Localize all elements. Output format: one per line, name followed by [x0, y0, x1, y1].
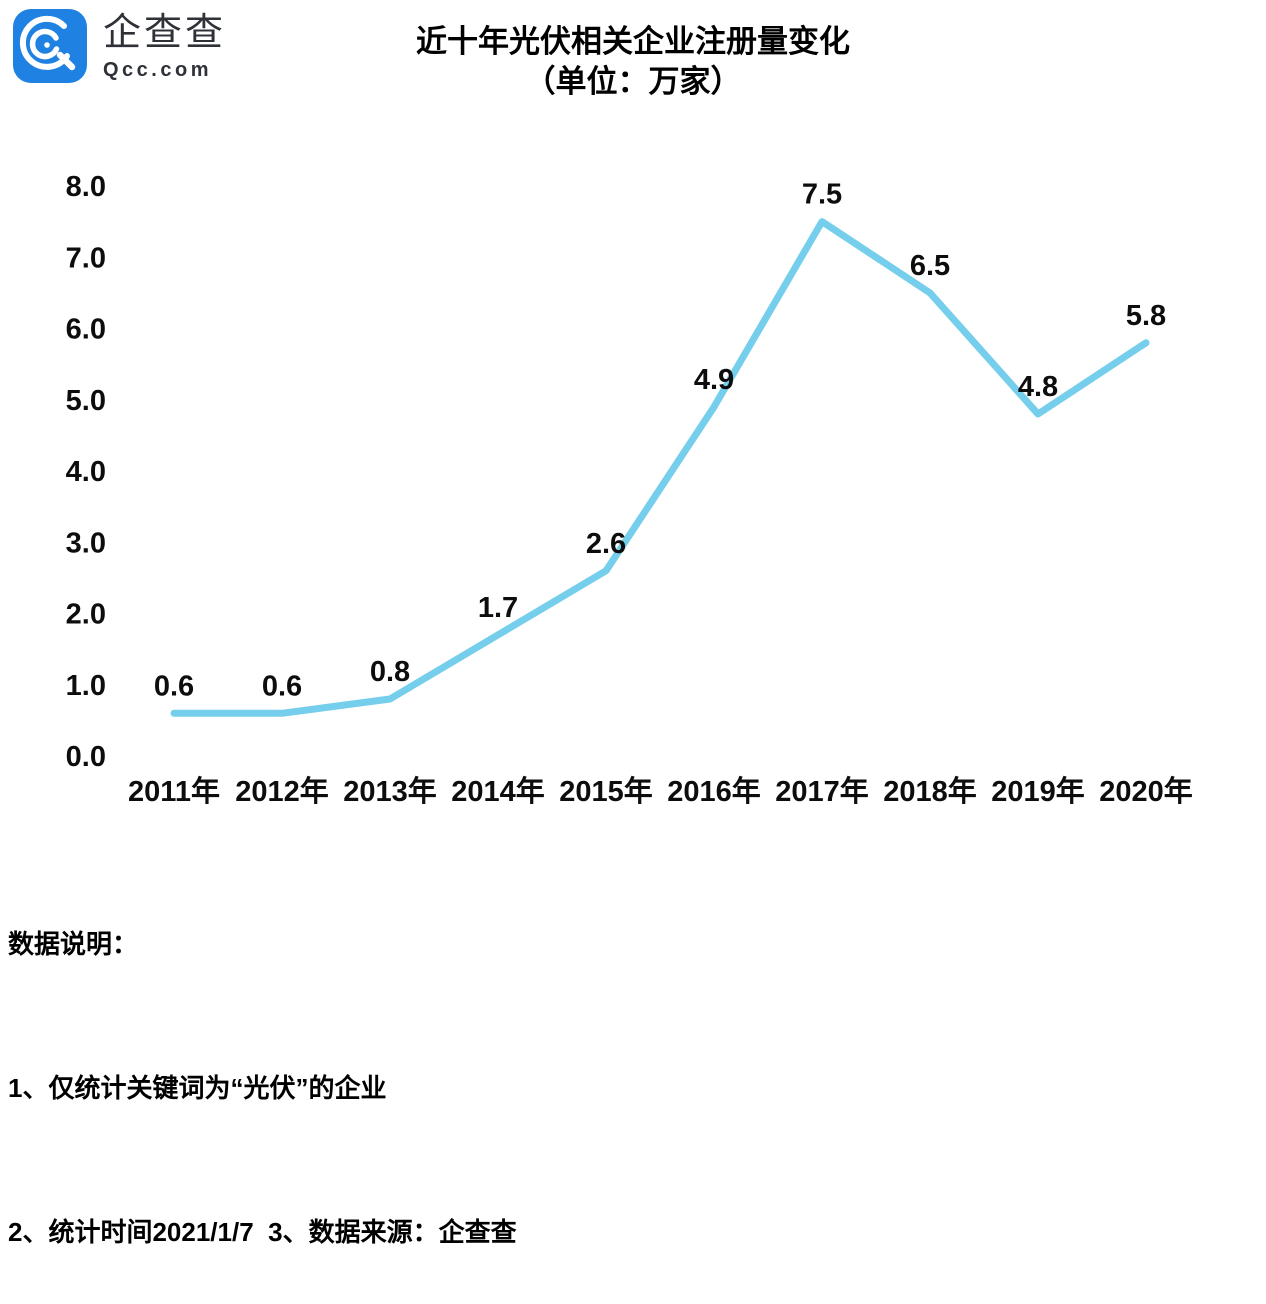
brand-header: 企查查 Qcc.com — [12, 8, 226, 84]
y-tick-label: 5.0 — [66, 385, 106, 417]
y-tick-label: 4.0 — [66, 456, 106, 488]
y-tick-label: 7.0 — [66, 242, 106, 274]
x-tick-label: 2018年 — [883, 774, 977, 808]
x-tick-label: 2013年 — [343, 774, 437, 808]
y-tick-label: 1.0 — [66, 670, 106, 702]
line-chart: 0.0 1.0 2.0 3.0 4.0 5.0 6.0 7.0 8.0 0.6 0.6 0.8 1.7 2… — [0, 140, 1266, 820]
data-point-label: 0.8 — [370, 656, 410, 688]
y-tick-label: 3.0 — [66, 527, 106, 559]
x-tick-label: 2011年 — [128, 774, 220, 808]
brand-text: 企查查 Qcc.com — [103, 8, 226, 82]
data-point-label: 4.8 — [1018, 371, 1058, 403]
y-tick-label: 2.0 — [66, 599, 106, 631]
notes-heading: 数据说明： — [8, 929, 139, 959]
y-tick-label: 8.0 — [66, 171, 106, 203]
data-point-label: 7.5 — [802, 179, 842, 211]
data-point-label: 0.6 — [262, 670, 302, 702]
data-point-label: 0.6 — [154, 670, 194, 702]
data-point-label: 6.5 — [910, 250, 950, 282]
data-point-label: 4.9 — [694, 364, 734, 396]
chart-line — [170, 218, 1150, 717]
chart-title: 近十年光伏相关企业注册量变化 （单位：万家） — [0, 22, 1266, 102]
qcc-logo — [13, 9, 87, 83]
chart-title-line1: 近十年光伏相关企业注册量变化 — [416, 24, 850, 59]
chart-title-unit: （单位：万家） — [524, 64, 742, 99]
x-tick-label: 2017年 — [775, 774, 869, 808]
x-tick-label: 2015年 — [559, 774, 653, 808]
x-tick-label: 2014年 — [451, 774, 545, 808]
y-tick-label: 6.0 — [66, 314, 106, 346]
x-tick-label: 2016年 — [667, 774, 761, 808]
brand-domain: Qcc.com — [103, 59, 212, 81]
note-line: 1、仅统计关键词为“光伏”的企业 — [8, 1073, 387, 1103]
data-point-label: 1.7 — [478, 592, 518, 624]
x-tick-label: 2012年 — [235, 774, 329, 808]
brand-name: 企查查 — [103, 12, 227, 54]
note-line: 2、统计时间2021/1/7 3、数据来源：企查查 — [8, 1217, 517, 1247]
y-tick-label: 0.0 — [66, 741, 106, 773]
qcc-magnifier-icon — [19, 15, 76, 71]
chart-svg: 0.0 1.0 2.0 3.0 4.0 5.0 6.0 7.0 8.0 0.6 0.6 0.8 1.7 2… — [66, 171, 1193, 808]
data-notes: 数据说明： 1、仅统计关键词为“光伏”的企业 2、统计时间2021/1/7 3、… — [8, 824, 517, 1304]
data-point-label: 2.6 — [586, 528, 626, 560]
data-point-label: 5.8 — [1126, 300, 1166, 332]
x-tick-label: 2019年 — [991, 774, 1085, 808]
x-tick-label: 2020年 — [1099, 774, 1193, 808]
